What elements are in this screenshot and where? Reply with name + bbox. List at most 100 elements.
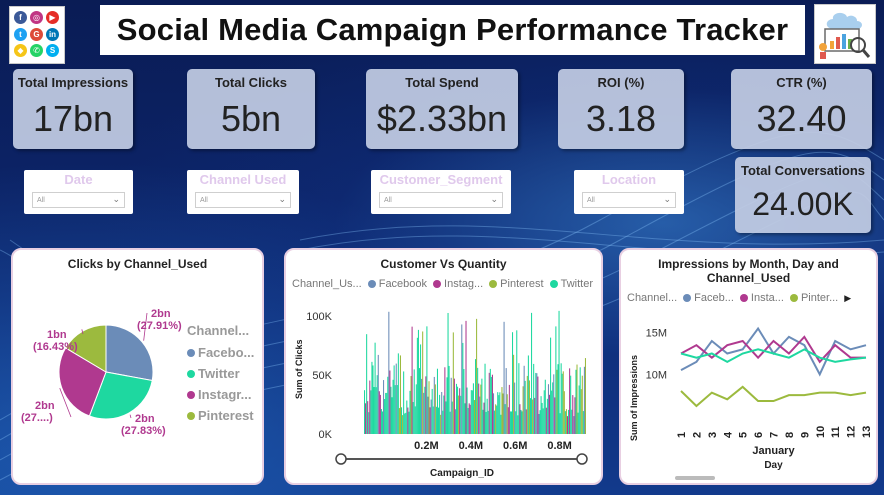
legend-item-label[interactable]: Facebo...	[198, 345, 254, 360]
chevron-down-icon[interactable]: ⌄	[663, 194, 671, 204]
location-slicer[interactable]: Location All ⌄	[574, 170, 684, 214]
bar[interactable]	[504, 404, 506, 434]
bar[interactable]	[582, 411, 584, 434]
bar[interactable]	[581, 375, 583, 434]
bar[interactable]	[373, 387, 375, 434]
bar[interactable]	[583, 366, 585, 434]
bar[interactable]	[372, 365, 374, 434]
customer-segment-slicer[interactable]: Customer_Segment All ⌄	[371, 170, 511, 214]
bar[interactable]	[559, 413, 561, 434]
bar[interactable]	[522, 386, 524, 434]
bar[interactable]	[375, 387, 377, 434]
bar[interactable]	[415, 384, 417, 434]
legend-item-instagram[interactable]: Instag...	[433, 278, 483, 290]
bar[interactable]	[535, 372, 537, 434]
bar[interactable]	[515, 411, 517, 434]
bar[interactable]	[578, 385, 580, 434]
bar[interactable]	[436, 368, 438, 434]
bar[interactable]	[533, 363, 535, 434]
bar[interactable]	[516, 330, 518, 434]
bar[interactable]	[379, 394, 381, 434]
bar[interactable]	[399, 355, 401, 434]
bar[interactable]	[569, 368, 571, 434]
bar[interactable]	[383, 380, 385, 434]
bar[interactable]	[477, 367, 479, 434]
bar[interactable]	[514, 382, 516, 434]
bar[interactable]	[539, 410, 541, 434]
bar[interactable]	[458, 395, 460, 434]
bar[interactable]	[563, 391, 565, 434]
bar[interactable]	[370, 390, 372, 434]
bar[interactable]	[473, 400, 475, 434]
bar[interactable]	[455, 383, 458, 434]
bar[interactable]	[546, 398, 548, 434]
bar[interactable]	[446, 377, 448, 434]
pie-slice-0[interactable]	[105, 324, 154, 382]
legend-item-facebook[interactable]: Faceb...	[683, 292, 734, 304]
bar[interactable]	[438, 407, 440, 434]
bar[interactable]	[555, 326, 557, 434]
bar[interactable]	[392, 379, 394, 434]
range-slider-start-handle[interactable]	[335, 453, 347, 465]
bar[interactable]	[380, 409, 382, 434]
bar[interactable]	[451, 401, 453, 434]
bar[interactable]	[459, 388, 461, 434]
bar[interactable]	[574, 397, 576, 434]
bar[interactable]	[484, 363, 486, 434]
bar[interactable]	[520, 409, 522, 434]
channel-dropdown[interactable]: All ⌄	[195, 192, 291, 208]
bar[interactable]	[529, 398, 532, 434]
pie-chart[interactable]: 2bn(27.91%)2bn(27.83%)2bn(27....)1bn(16.…	[13, 272, 264, 482]
bar[interactable]	[464, 403, 466, 434]
bar[interactable]	[498, 395, 500, 434]
bar[interactable]	[489, 368, 491, 434]
bar[interactable]	[411, 326, 413, 434]
bar[interactable]	[423, 392, 425, 434]
bar[interactable]	[463, 369, 465, 434]
legend-item-twitter[interactable]: Twitter	[549, 278, 593, 290]
bar[interactable]	[553, 374, 555, 434]
channel-slicer[interactable]: Channel Used All ⌄	[187, 170, 299, 214]
pie-slice-3[interactable]	[64, 324, 107, 373]
bar[interactable]	[526, 375, 528, 434]
pie-slice-2[interactable]	[58, 347, 107, 417]
bar[interactable]	[480, 384, 482, 434]
bar[interactable]	[386, 392, 388, 434]
horizontal-scrollbar[interactable]	[675, 476, 715, 480]
bar[interactable]	[492, 393, 495, 434]
bar[interactable]	[365, 403, 367, 434]
bar[interactable]	[488, 372, 490, 434]
bar[interactable]	[584, 358, 586, 434]
bar[interactable]	[575, 369, 577, 434]
bar[interactable]	[481, 378, 483, 434]
bar[interactable]	[501, 387, 503, 434]
line-series-twitter[interactable]	[680, 348, 867, 363]
bar[interactable]	[421, 378, 423, 434]
bar[interactable]	[397, 353, 399, 434]
line-series-pinter[interactable]	[680, 385, 867, 408]
bar[interactable]	[450, 377, 452, 434]
bar[interactable]	[395, 363, 397, 434]
bar[interactable]	[461, 324, 463, 434]
bar-chart[interactable]: 100K 50K 0K Sum of Clicks 0.2M 0.4M 0.6M 0.8M Ca…	[286, 294, 603, 484]
bar[interactable]	[579, 367, 581, 434]
bar[interactable]	[465, 320, 467, 434]
bar[interactable]	[468, 403, 470, 434]
bar[interactable]	[433, 376, 435, 434]
bar[interactable]	[502, 393, 504, 434]
bar[interactable]	[440, 414, 442, 434]
bar[interactable]	[487, 410, 489, 434]
bar[interactable]	[521, 411, 523, 434]
bar[interactable]	[420, 344, 422, 434]
bar[interactable]	[453, 378, 455, 434]
segment-dropdown[interactable]: All ⌄	[379, 192, 503, 208]
bar[interactable]	[424, 386, 426, 434]
bar[interactable]	[483, 402, 485, 434]
bar[interactable]	[500, 414, 502, 434]
bar[interactable]	[531, 312, 533, 434]
bar[interactable]	[406, 400, 408, 434]
pie-slice-1[interactable]	[88, 371, 153, 420]
bar[interactable]	[410, 376, 412, 434]
bar[interactable]	[432, 406, 434, 434]
